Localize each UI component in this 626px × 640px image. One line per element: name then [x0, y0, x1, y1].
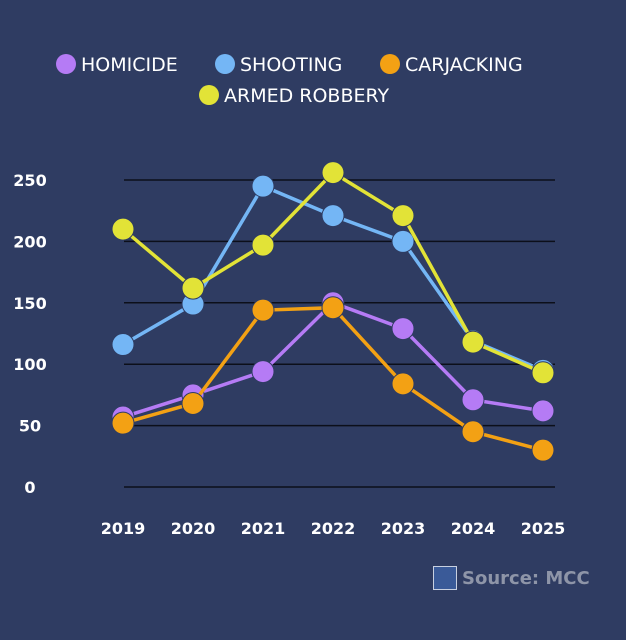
- data-point: [181, 391, 205, 415]
- source-label: Source: MCC: [462, 567, 590, 589]
- data-point: [111, 333, 135, 357]
- data-point: [251, 174, 275, 198]
- legend-marker: [215, 54, 235, 74]
- y-tick-label: 150: [13, 294, 46, 313]
- x-tick-label: 2020: [171, 519, 216, 538]
- legend-marker: [380, 54, 400, 74]
- data-point: [461, 388, 485, 412]
- legend-marker: [56, 54, 76, 74]
- x-tick-label: 2023: [381, 519, 426, 538]
- series-carjacking: [111, 296, 555, 462]
- x-tick-label: 2024: [451, 519, 496, 538]
- legend-marker: [199, 85, 219, 105]
- data-point: [321, 204, 345, 228]
- data-point: [251, 233, 275, 257]
- legend-label: ARMED ROBBERY: [224, 85, 389, 107]
- mcc-logo-icon: [433, 566, 457, 590]
- y-tick-label: 250: [13, 171, 46, 190]
- data-point: [461, 420, 485, 444]
- data-point: [461, 330, 485, 354]
- data-point: [111, 411, 135, 435]
- data-point: [111, 217, 135, 241]
- y-tick-label: 50: [19, 417, 41, 436]
- y-tick-label: 200: [13, 232, 46, 251]
- data-point: [391, 204, 415, 228]
- data-point: [531, 438, 555, 462]
- data-point: [321, 296, 345, 320]
- data-point: [391, 372, 415, 396]
- x-tick-label: 2025: [521, 519, 566, 538]
- data-point: [321, 161, 345, 185]
- data-point: [251, 298, 275, 322]
- source-credit: Source: MCC: [433, 566, 590, 590]
- x-tick-label: 2021: [241, 519, 286, 538]
- data-point: [531, 399, 555, 423]
- legend-label: SHOOTING: [240, 54, 342, 76]
- data-point: [531, 361, 555, 385]
- series-armed-robbery: [111, 161, 555, 385]
- data-point: [181, 276, 205, 300]
- data-point: [391, 317, 415, 341]
- data-point: [251, 360, 275, 384]
- legend-label: CARJACKING: [405, 54, 523, 76]
- x-tick-label: 2022: [311, 519, 356, 538]
- x-tick-label: 2019: [101, 519, 146, 538]
- y-tick-label: 0: [24, 478, 35, 497]
- legend-label: HOMICIDE: [81, 54, 178, 76]
- y-tick-label: 100: [13, 355, 46, 374]
- data-point: [391, 229, 415, 253]
